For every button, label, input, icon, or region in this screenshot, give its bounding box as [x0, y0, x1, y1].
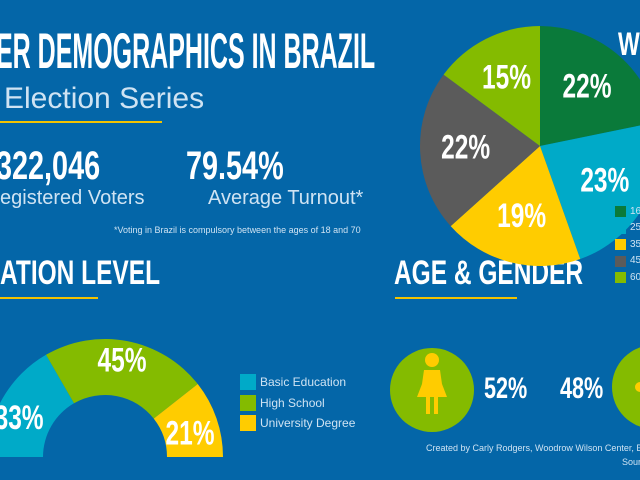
title-rule — [0, 121, 162, 123]
age-legend-item: 35- — [615, 239, 640, 250]
age-pie-slice — [450, 146, 581, 266]
age-pie-label: 19% — [497, 197, 546, 235]
legend-swatch — [615, 272, 626, 283]
age-legend-item: 16- — [615, 206, 640, 217]
female-percent: 52% — [484, 372, 528, 405]
page-title: ER DEMOGRAPHICS IN BRAZIL — [0, 23, 376, 79]
legend-swatch — [240, 374, 256, 390]
legend-label: 16- — [630, 205, 640, 217]
legend-swatch — [240, 394, 256, 411]
age-pie-slice — [540, 26, 640, 146]
education-slice — [46, 339, 198, 419]
education-legend-item: High School — [240, 394, 325, 411]
education-slice — [153, 384, 223, 457]
legend-swatch — [615, 206, 626, 217]
turnout-label: Average Turnout* — [208, 187, 364, 209]
education-title: ATION LEVEL — [0, 254, 161, 292]
male-circle — [612, 347, 640, 427]
age-pie-label: 23% — [580, 162, 629, 200]
age-pie-slice — [420, 74, 540, 227]
male-percent: 48% — [560, 372, 604, 405]
age-pie-label: 15% — [482, 59, 531, 97]
voters-label: egistered Voters — [0, 187, 145, 209]
credit-line: Created by Carly Rodgers, Woodrow Wilson… — [426, 443, 640, 453]
turnout-value: 79.54% — [186, 144, 284, 188]
age-legend-item: 25- — [615, 222, 640, 234]
footnote: *Voting in Brazil is compulsory between … — [114, 225, 361, 235]
education-legend-item: University Degree — [240, 415, 355, 431]
subtitle: Election Series — [4, 82, 205, 115]
education-rule — [0, 297, 98, 299]
voters-value: 322,046 — [0, 144, 101, 188]
legend-swatch — [615, 239, 626, 250]
education-label: 21% — [166, 415, 215, 453]
education-label: 45% — [98, 342, 147, 380]
legend-swatch — [615, 222, 626, 234]
age-gender-rule — [395, 297, 517, 299]
legend-swatch — [615, 255, 626, 267]
education-label: 33% — [0, 399, 44, 437]
age-pie-slice — [443, 26, 540, 146]
legend-label: 60- — [630, 271, 640, 283]
age-legend-item: 60- — [615, 272, 640, 283]
education-legend-item: Basic Education — [240, 374, 346, 390]
legend-label: High School — [260, 395, 325, 410]
education-slice — [0, 354, 74, 457]
legend-label: 25- — [630, 222, 640, 233]
age-pie-label: 22% — [441, 129, 490, 167]
legend-label: 35- — [630, 238, 640, 250]
legend-label: Basic Education — [260, 375, 347, 389]
legend-swatch — [240, 415, 256, 431]
male-icon — [635, 382, 640, 392]
credit-source: Sour — [622, 457, 640, 467]
age-legend-item: 45- — [615, 255, 640, 267]
female-icon — [417, 353, 447, 414]
age-pie-label: 22% — [563, 67, 612, 105]
legend-label: 45- — [630, 255, 640, 266]
legend-label: University Degree — [260, 416, 356, 430]
wilson-logo: W — [618, 26, 640, 62]
